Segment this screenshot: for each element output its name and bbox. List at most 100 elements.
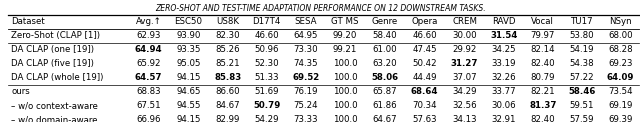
Text: 50.42: 50.42 — [412, 59, 437, 68]
Text: 46.60: 46.60 — [412, 31, 437, 40]
Text: GT MS: GT MS — [332, 17, 359, 26]
Text: 86.60: 86.60 — [216, 87, 240, 96]
Text: 100.0: 100.0 — [333, 87, 357, 96]
Text: 61.00: 61.00 — [372, 45, 397, 54]
Text: 33.77: 33.77 — [492, 87, 516, 96]
Text: Genre: Genre — [372, 17, 398, 26]
Text: 31.27: 31.27 — [451, 59, 478, 68]
Text: ESC50: ESC50 — [175, 17, 203, 26]
Text: 54.38: 54.38 — [570, 59, 594, 68]
Text: 52.30: 52.30 — [255, 59, 279, 68]
Text: – w/o context-aware: – w/o context-aware — [12, 101, 98, 110]
Text: 62.93: 62.93 — [136, 31, 161, 40]
Text: 81.37: 81.37 — [529, 101, 557, 110]
Text: 32.26: 32.26 — [492, 73, 516, 82]
Text: 34.25: 34.25 — [492, 45, 516, 54]
Text: 34.29: 34.29 — [452, 87, 477, 96]
Text: 82.99: 82.99 — [216, 115, 240, 122]
Text: NSyn: NSyn — [609, 17, 632, 26]
Text: 94.65: 94.65 — [177, 87, 201, 96]
Text: 68.28: 68.28 — [608, 45, 632, 54]
Text: 100.0: 100.0 — [333, 115, 357, 122]
Text: 93.35: 93.35 — [177, 45, 201, 54]
Text: 76.19: 76.19 — [294, 87, 318, 96]
Text: 31.54: 31.54 — [490, 31, 517, 40]
Text: 99.21: 99.21 — [333, 45, 357, 54]
Text: 100.0: 100.0 — [333, 59, 357, 68]
Text: 51.33: 51.33 — [255, 73, 279, 82]
Text: 64.67: 64.67 — [372, 115, 397, 122]
Text: Dataset: Dataset — [12, 17, 45, 26]
Text: 73.33: 73.33 — [294, 115, 318, 122]
Text: SESA: SESA — [294, 17, 317, 26]
Text: 58.40: 58.40 — [372, 31, 397, 40]
Text: 93.90: 93.90 — [177, 31, 201, 40]
Text: 100.0: 100.0 — [333, 101, 357, 110]
Text: 69.52: 69.52 — [292, 73, 319, 82]
Text: 57.63: 57.63 — [412, 115, 437, 122]
Text: 30.06: 30.06 — [492, 101, 516, 110]
Text: 37.07: 37.07 — [452, 73, 477, 82]
Text: 69.23: 69.23 — [608, 59, 632, 68]
Text: 30.00: 30.00 — [452, 31, 477, 40]
Text: 66.96: 66.96 — [136, 115, 161, 122]
Text: 65.87: 65.87 — [372, 87, 397, 96]
Text: CREM: CREM — [452, 17, 477, 26]
Text: 68.83: 68.83 — [136, 87, 161, 96]
Text: 85.21: 85.21 — [216, 59, 240, 68]
Text: 69.19: 69.19 — [608, 101, 632, 110]
Text: 75.24: 75.24 — [294, 101, 318, 110]
Text: 58.46: 58.46 — [568, 87, 596, 96]
Text: 65.92: 65.92 — [136, 59, 161, 68]
Text: 68.00: 68.00 — [608, 31, 632, 40]
Text: 85.26: 85.26 — [216, 45, 240, 54]
Text: 74.35: 74.35 — [294, 59, 318, 68]
Text: D17T4: D17T4 — [253, 17, 281, 26]
Text: Opera: Opera — [412, 17, 438, 26]
Text: TU17: TU17 — [570, 17, 593, 26]
Text: 51.69: 51.69 — [255, 87, 279, 96]
Text: 69.39: 69.39 — [608, 115, 632, 122]
Text: ours: ours — [12, 87, 30, 96]
Text: 82.14: 82.14 — [531, 45, 555, 54]
Text: 94.15: 94.15 — [177, 73, 201, 82]
Text: Zero-Shot (CLAP [1]): Zero-Shot (CLAP [1]) — [12, 31, 100, 40]
Text: 57.22: 57.22 — [570, 73, 594, 82]
Text: 64.57: 64.57 — [135, 73, 163, 82]
Text: 82.30: 82.30 — [216, 31, 240, 40]
Text: 85.83: 85.83 — [214, 73, 241, 82]
Text: RAVD: RAVD — [492, 17, 515, 26]
Text: 59.51: 59.51 — [570, 101, 594, 110]
Text: 32.91: 32.91 — [492, 115, 516, 122]
Text: 73.54: 73.54 — [608, 87, 632, 96]
Text: 32.56: 32.56 — [452, 101, 477, 110]
Text: 100.0: 100.0 — [333, 73, 357, 82]
Text: 70.34: 70.34 — [412, 101, 437, 110]
Text: 53.80: 53.80 — [570, 31, 594, 40]
Text: 33.19: 33.19 — [492, 59, 516, 68]
Text: 64.94: 64.94 — [135, 45, 163, 54]
Text: 82.40: 82.40 — [531, 115, 555, 122]
Text: 57.59: 57.59 — [570, 115, 594, 122]
Text: Avg.↑: Avg.↑ — [136, 17, 162, 26]
Text: 61.86: 61.86 — [372, 101, 397, 110]
Text: ZERO-SHOT AND TEST-TIME ADAPTATION PERFORMANCE ON 12 DOWNSTREAM TASKS.: ZERO-SHOT AND TEST-TIME ADAPTATION PERFO… — [155, 4, 485, 13]
Text: 50.96: 50.96 — [255, 45, 279, 54]
Text: 63.20: 63.20 — [372, 59, 397, 68]
Text: DA CLAP (whole [19]): DA CLAP (whole [19]) — [12, 73, 104, 82]
Text: 68.64: 68.64 — [411, 87, 438, 96]
Text: 54.19: 54.19 — [570, 45, 594, 54]
Text: 34.13: 34.13 — [452, 115, 477, 122]
Text: DA CLAP (one [19]): DA CLAP (one [19]) — [12, 45, 94, 54]
Text: 99.20: 99.20 — [333, 31, 357, 40]
Text: 47.45: 47.45 — [412, 45, 437, 54]
Text: 73.30: 73.30 — [294, 45, 318, 54]
Text: 44.49: 44.49 — [412, 73, 437, 82]
Text: US8K: US8K — [216, 17, 239, 26]
Text: 82.21: 82.21 — [531, 87, 555, 96]
Text: 58.06: 58.06 — [371, 73, 399, 82]
Text: 94.15: 94.15 — [177, 115, 201, 122]
Text: 64.95: 64.95 — [294, 31, 318, 40]
Text: 80.79: 80.79 — [531, 73, 555, 82]
Text: 82.40: 82.40 — [531, 59, 555, 68]
